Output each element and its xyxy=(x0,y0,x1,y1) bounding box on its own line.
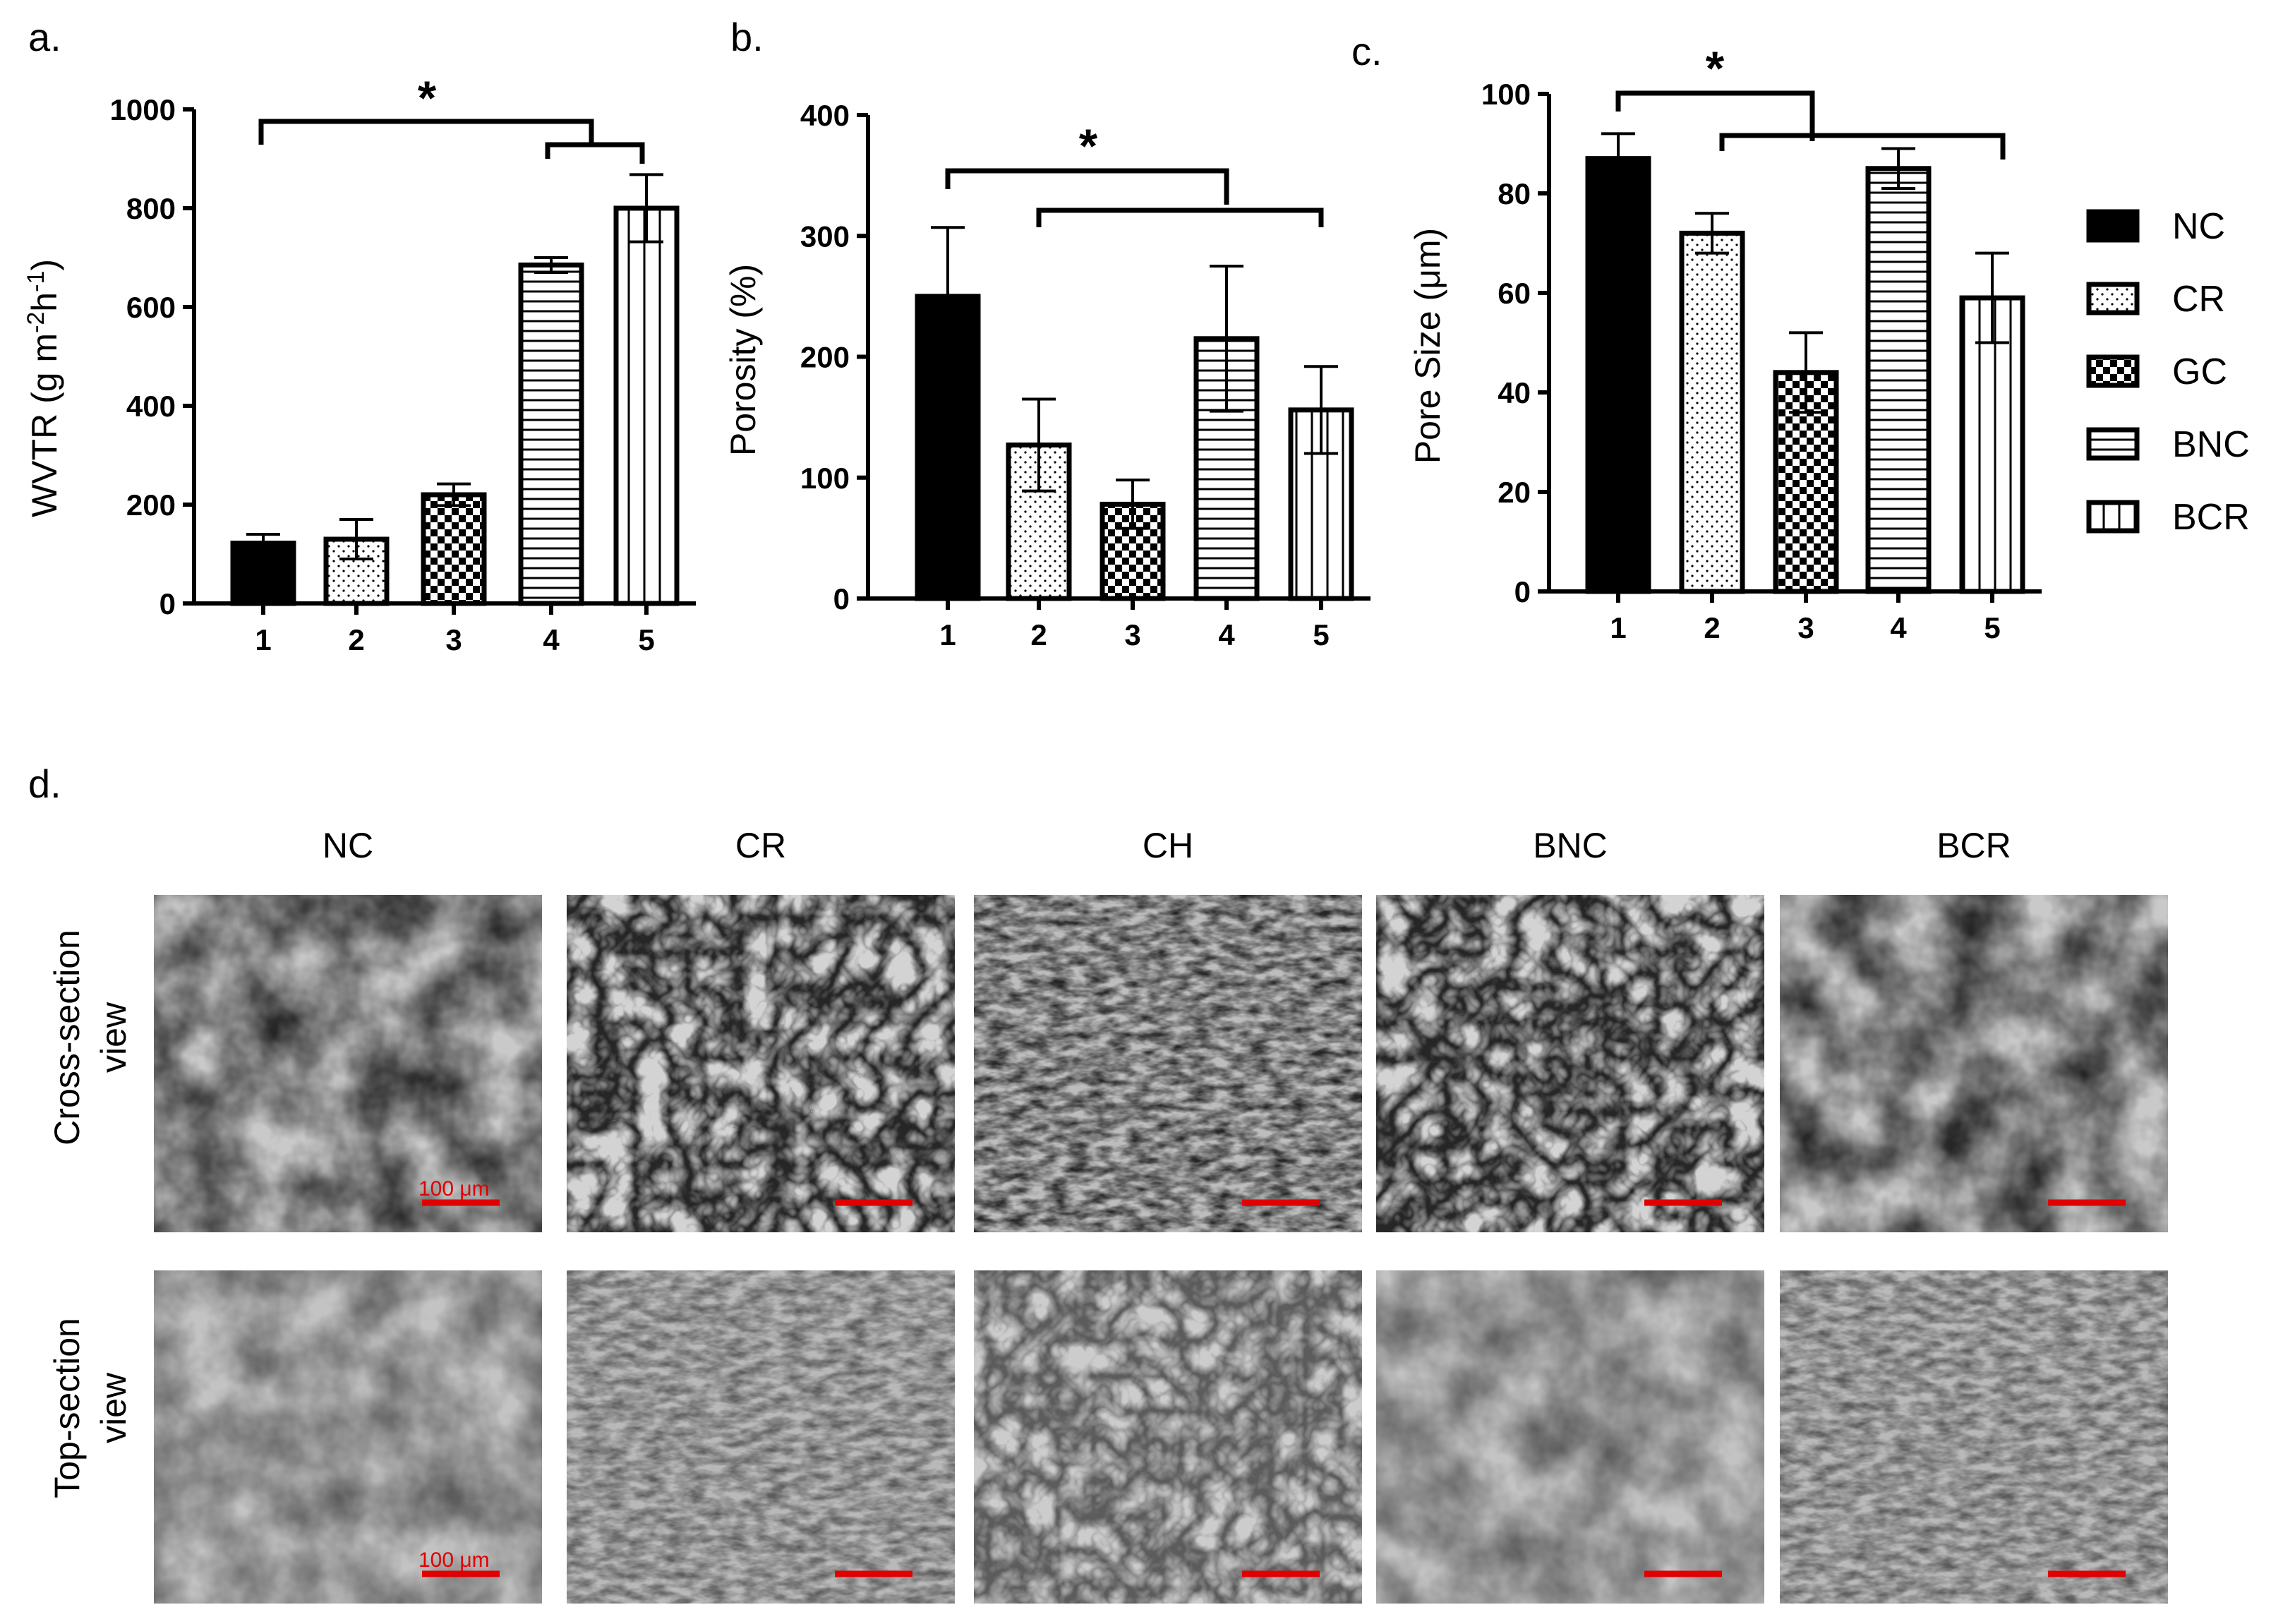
significance-bracket-a xyxy=(258,119,645,164)
x-tick-label-b: 1 xyxy=(939,618,956,651)
significance-star-c: * xyxy=(1706,42,1725,95)
x-tick-label-c: 2 xyxy=(1704,611,1720,644)
significance-bracket-b xyxy=(945,168,1324,227)
y-axis-label-a: WVTR (g m-2h-1) xyxy=(23,259,64,517)
sem-texture xyxy=(567,1270,955,1604)
y-tick-label-a: 1000 xyxy=(110,93,176,126)
chart-a-wvtr: 0 200 400 600 800 1000 1 2 3 4 5 xyxy=(110,93,696,656)
sem-texture xyxy=(1376,1270,1764,1604)
bar-a-5 xyxy=(613,205,680,606)
bar-a-3 xyxy=(421,492,487,606)
y-tick-label-a: 800 xyxy=(126,192,176,225)
legend-swatch-cr xyxy=(2086,282,2140,315)
sem-texture xyxy=(974,1270,1362,1604)
sem-column-header-cr: CR xyxy=(735,826,786,865)
legend-label-bnc: BNC xyxy=(2172,424,2250,465)
sem-row-label-top-line2: view xyxy=(94,1372,133,1443)
y-tick-label-c: 40 xyxy=(1498,376,1531,409)
x-tick-label-a: 5 xyxy=(638,623,654,656)
significance-star-a: * xyxy=(418,71,437,125)
x-tick-label-a: 3 xyxy=(445,623,462,656)
panel-label-a: a. xyxy=(28,15,61,59)
x-tick-label-a: 2 xyxy=(348,623,364,656)
y-tick-label-b: 200 xyxy=(800,341,850,374)
x-tick-label-c: 3 xyxy=(1797,611,1814,644)
x-tick-label-b: 5 xyxy=(1313,618,1329,651)
x-tick-label-c: 5 xyxy=(1984,611,2000,644)
y-tick-label-c: 100 xyxy=(1481,78,1531,111)
y-tick-label-a: 600 xyxy=(126,291,176,324)
x-tick-label-b: 4 xyxy=(1218,618,1235,651)
sem-texture xyxy=(154,1270,542,1604)
bar-c-1 xyxy=(1585,156,1651,594)
sem-texture xyxy=(1376,895,1764,1232)
sem-texture xyxy=(1780,1270,2168,1604)
legend: NC CR GC BNC BCR xyxy=(2086,206,2250,538)
sem-texture xyxy=(154,895,542,1232)
scale-bar-text: 100 μm xyxy=(418,1177,490,1201)
y-axis-label-b: Porosity (%) xyxy=(723,264,763,456)
bar-c-4 xyxy=(1865,166,1932,594)
chart-c-pore-size: 0 20 40 60 80 100 1 2 3 4 5 xyxy=(1481,78,2042,644)
scale-bar-text: 100 μm xyxy=(418,1548,490,1572)
legend-swatch-nc xyxy=(2086,209,2140,243)
significance-bracket-c xyxy=(1615,90,2006,160)
y-axis-label-c: Pore Size (μm) xyxy=(1408,228,1447,464)
legend-label-gc: GC xyxy=(2172,351,2227,392)
y-tick-label-b: 100 xyxy=(800,462,850,495)
y-tick-label-c: 0 xyxy=(1514,575,1531,608)
chart-b-porosity: 0 100 200 300 400 1 2 3 4 5 xyxy=(800,99,1371,651)
sem-column-header-bcr: BCR xyxy=(1936,826,2011,865)
sem-texture xyxy=(974,895,1362,1232)
sem-column-header-nc: NC xyxy=(323,826,373,865)
sem-image-grid: NC CR CH BNC BCR 100 μm 100 μm xyxy=(154,826,2168,1604)
legend-swatch-bcr xyxy=(2086,500,2140,534)
bar-c-2 xyxy=(1679,230,1745,594)
legend-swatch-gc xyxy=(2086,354,2140,388)
x-tick-label-c: 1 xyxy=(1610,611,1626,644)
sem-row-label-cross-line1: Cross-section xyxy=(47,930,87,1145)
x-tick-label-b: 3 xyxy=(1124,618,1140,651)
x-tick-label-c: 4 xyxy=(1890,611,1907,644)
sem-row-label-top-line1: Top-section xyxy=(47,1318,87,1498)
sem-column-header-ch: CH xyxy=(1143,826,1193,865)
sem-row-label-cross-line2: view xyxy=(94,1002,133,1073)
x-tick-label-b: 2 xyxy=(1030,618,1047,651)
x-tick-label-a: 4 xyxy=(543,623,560,656)
y-tick-label-b: 0 xyxy=(833,582,850,615)
panel-label-d: d. xyxy=(28,762,61,806)
y-tick-label-b: 400 xyxy=(800,99,850,132)
bar-a-4 xyxy=(518,263,584,606)
sem-texture xyxy=(1780,895,2168,1232)
y-tick-label-a: 400 xyxy=(126,390,176,423)
y-tick-label-c: 60 xyxy=(1498,277,1531,310)
bar-c-5 xyxy=(1959,295,2025,594)
y-tick-label-c: 20 xyxy=(1498,476,1531,509)
y-tick-label-a: 0 xyxy=(159,587,176,620)
panel-label-b: b. xyxy=(730,15,764,59)
x-tick-label-a: 1 xyxy=(255,623,271,656)
legend-label-cr: CR xyxy=(2172,279,2225,320)
legend-label-bcr: BCR xyxy=(2172,497,2250,538)
legend-swatch-bnc xyxy=(2086,427,2140,461)
y-tick-label-a: 200 xyxy=(126,488,176,522)
sem-texture xyxy=(567,895,955,1232)
y-tick-label-b: 300 xyxy=(800,219,850,253)
y-tick-label-c: 80 xyxy=(1498,177,1531,210)
panel-label-c: c. xyxy=(1351,29,1383,73)
significance-star-b: * xyxy=(1079,119,1098,173)
legend-label-nc: NC xyxy=(2172,206,2225,247)
sem-column-header-bnc: BNC xyxy=(1533,826,1608,865)
